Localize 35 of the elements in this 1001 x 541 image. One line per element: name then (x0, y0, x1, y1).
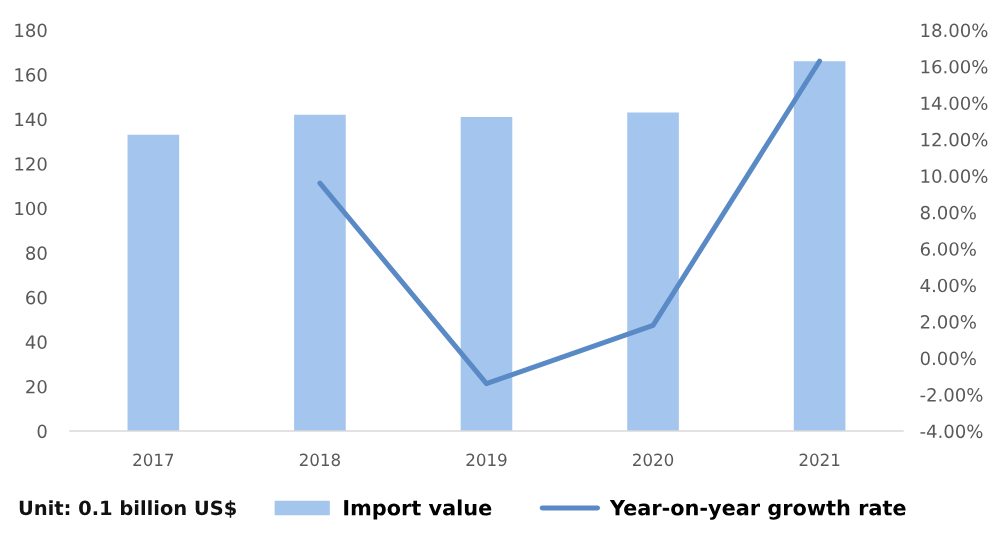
text: Unit: 0.1 billion US$ (19, 500, 236, 518)
bar (793, 61, 846, 432)
y2-tick-label: -2.00% (920, 388, 983, 402)
y-tick-label: 100 (15, 201, 47, 216)
y2-tick-label: 4.00% (920, 278, 976, 293)
y2-tick-label: 6.00% (920, 242, 976, 256)
y2-tick-label: 0.00% (920, 351, 976, 366)
y2-tick-label: 2.00% (920, 315, 976, 329)
y-tick-label: 180 (15, 23, 47, 38)
y-tick-label: 60 (26, 290, 47, 305)
y2-tick-label: -4.00% (920, 424, 983, 439)
y-tick-label: 120 (15, 157, 47, 171)
legend-label: Import value (344, 499, 492, 520)
y-tick-label: 40 (25, 335, 47, 350)
y-tick-label: 140 (15, 112, 47, 127)
y2-tick-label: 12.00% (921, 132, 988, 147)
y2-tick-label: 14.00% (921, 96, 988, 111)
y-tick-label: 80 (26, 246, 47, 260)
bar (460, 116, 513, 432)
y-tick-label: 160 (15, 68, 47, 82)
bar (627, 112, 679, 432)
x-tick-label: 2018 (299, 453, 340, 467)
x-tick-label: 2017 (133, 453, 174, 467)
y-tick-label: 20 (26, 379, 47, 394)
y2-tick-label: 18.00% (921, 23, 988, 38)
bar (294, 114, 346, 432)
x-tick-label: 2021 (799, 453, 840, 467)
x-tick-label: 2020 (633, 453, 674, 467)
y2-tick-label: 10.00% (921, 169, 988, 183)
y-tick-label: 0 (37, 424, 47, 439)
y2-tick-label: 8.00% (920, 205, 976, 220)
x-tick-label: 2019 (466, 453, 507, 467)
y2-tick-label: 16.00% (921, 59, 988, 74)
bar (127, 134, 180, 432)
legend-label: Year-on-year growth rate (609, 499, 906, 520)
